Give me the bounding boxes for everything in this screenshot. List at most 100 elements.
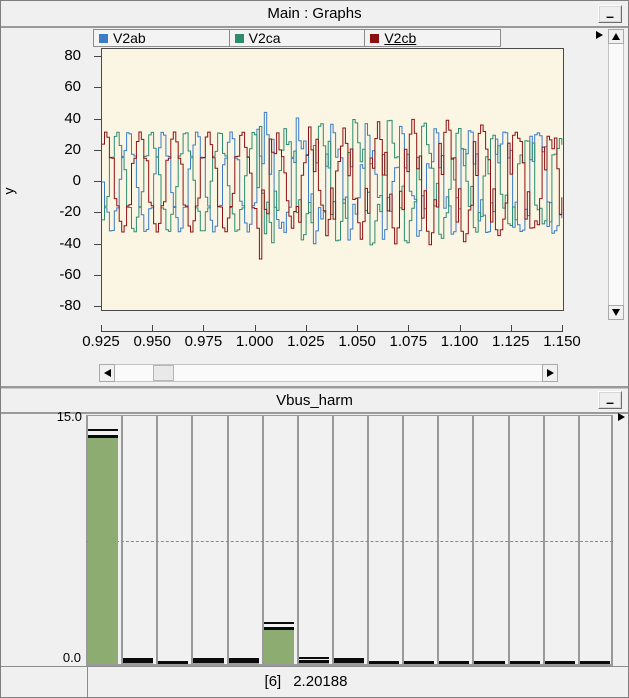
x-tick-mark xyxy=(305,325,307,331)
harmonic-cap-5 xyxy=(228,658,259,661)
x-tick-label: 1.075 xyxy=(389,333,428,350)
minimize-main-button[interactable]: – xyxy=(598,5,622,23)
panel-divider xyxy=(1,386,628,388)
y-tick-mark xyxy=(94,212,101,214)
x-tick-label: 1.025 xyxy=(287,333,325,350)
vbus-harm-title: Vbus_harm xyxy=(276,392,353,409)
legend-item-V2ab[interactable]: V2ab xyxy=(94,30,230,46)
harmonic-cap-8 xyxy=(333,658,365,661)
x-tick-label: 1.150 xyxy=(543,333,581,350)
legend-label: V2cb xyxy=(384,30,417,46)
harmonic-cap-15 xyxy=(579,660,610,663)
vertical-scroll-track[interactable] xyxy=(608,44,624,305)
legend-label: V2ca xyxy=(248,30,281,46)
harmonic-bar-5[interactable] xyxy=(228,660,259,665)
minimize-icon: – xyxy=(606,394,614,409)
x-tick-mark xyxy=(562,325,563,331)
legend-item-V2ca[interactable]: V2ca xyxy=(230,30,366,46)
minimize-harm-button[interactable]: – xyxy=(598,391,622,409)
y-tick-label: -80 xyxy=(59,297,81,314)
x-tick-label: 0.925 xyxy=(82,333,120,350)
harm-popout-arrow-icon[interactable] xyxy=(618,413,625,421)
harmonic-bar-12[interactable] xyxy=(474,661,505,665)
y-axis-label: y xyxy=(0,187,17,195)
waveform-trace-V2ab xyxy=(102,111,563,245)
status-bar: [6] 2.20188 xyxy=(1,666,628,697)
harmonic-cap-7 xyxy=(298,657,329,660)
waveform-trace-V2cb xyxy=(102,118,563,260)
horizontal-scroll-track[interactable] xyxy=(115,364,542,382)
y-tick-mark xyxy=(94,149,101,151)
y-tick-label: -40 xyxy=(59,234,81,252)
harmonic-bar-15[interactable] xyxy=(579,661,610,665)
legend-item-V2cb[interactable]: V2cb xyxy=(365,30,500,46)
waveform-plot-area[interactable] xyxy=(101,48,564,311)
harmonic-cap-2 xyxy=(123,658,154,661)
x-tick-label: 0.975 xyxy=(184,333,223,350)
scroll-down-button[interactable] xyxy=(608,305,624,320)
harmonic-cap-6 xyxy=(263,622,294,625)
scroll-down-icon xyxy=(612,309,620,316)
harmonic-cap-3 xyxy=(158,661,189,663)
harmonic-bar-7[interactable] xyxy=(298,660,329,665)
legend-swatch-icon xyxy=(370,33,380,43)
x-tick-label: 0.950 xyxy=(133,333,171,350)
harmonic-bar-13[interactable] xyxy=(509,661,540,665)
x-tick-label: 1.100 xyxy=(440,333,479,350)
scroll-right-button[interactable] xyxy=(542,364,558,382)
horizontal-scrollbar xyxy=(99,364,558,382)
x-tick-mark xyxy=(510,325,512,331)
scroll-up-button[interactable] xyxy=(608,29,624,44)
y-tick-mark xyxy=(94,118,101,120)
harmonic-cap-1 xyxy=(88,428,119,431)
y-tick-mark xyxy=(94,243,101,245)
harmonic-bar-8[interactable] xyxy=(333,660,365,665)
x-axis-line xyxy=(101,331,563,332)
x-tick-mark xyxy=(408,325,410,331)
main-graphs-titlebar[interactable]: Main : Graphs xyxy=(1,1,628,28)
y-tick-label: 20 xyxy=(64,140,81,158)
harmonic-bar-2[interactable] xyxy=(123,660,154,665)
harmonic-bar-11[interactable] xyxy=(439,661,470,665)
status-left-cell xyxy=(1,667,88,697)
harmonic-bar-14[interactable] xyxy=(544,661,575,665)
harmonic-bar-6[interactable] xyxy=(263,627,294,665)
harmonic-cap-13 xyxy=(509,660,540,663)
harm-axis-min-label: 0.0 xyxy=(62,650,81,665)
harmonic-bar-9[interactable] xyxy=(369,661,400,665)
harmonic-bar-4[interactable] xyxy=(193,660,224,665)
panel-popout-arrow-icon[interactable] xyxy=(596,31,603,39)
legend: V2ab V2ca V2cb xyxy=(93,29,501,47)
harm-axis-max-label: 15.0 xyxy=(56,409,82,424)
legend-swatch-icon xyxy=(234,33,244,43)
vbus-harm-titlebar[interactable]: Vbus_harm xyxy=(1,388,628,414)
x-tick-mark xyxy=(254,325,256,331)
harmonic-cap-10 xyxy=(404,660,435,663)
selected-harmonic-value: 2.20188 xyxy=(293,673,348,690)
scroll-right-icon xyxy=(546,369,554,377)
vertical-scrollbar xyxy=(608,29,624,320)
scroll-left-button[interactable] xyxy=(99,364,115,382)
y-tick-mark xyxy=(94,274,101,276)
waveform-svg xyxy=(102,111,563,260)
status-readout: [6] 2.20188 xyxy=(1,667,611,697)
harmonic-bar-chart[interactable] xyxy=(86,415,613,665)
minimize-icon: – xyxy=(606,8,614,23)
scroll-up-icon xyxy=(612,33,620,40)
y-tick-mark xyxy=(94,87,101,89)
y-tick-label: 80 xyxy=(64,47,81,64)
y-tick-label: 0 xyxy=(72,172,81,189)
selected-harmonic-index: [6] xyxy=(264,673,282,690)
x-tick-mark xyxy=(101,325,102,331)
harmonic-bar-1[interactable] xyxy=(88,434,119,665)
x-tick-mark xyxy=(357,325,359,331)
harmonic-bar-10[interactable] xyxy=(404,661,435,665)
harmonic-cap-4 xyxy=(193,658,224,661)
y-tick-mark xyxy=(94,306,101,307)
y-tick-mark xyxy=(94,56,101,57)
x-tick-mark xyxy=(459,325,461,331)
horizontal-scroll-thumb[interactable] xyxy=(153,365,174,381)
harmonic-cap-14 xyxy=(544,660,575,663)
harmonic-bar-3[interactable] xyxy=(158,661,189,665)
